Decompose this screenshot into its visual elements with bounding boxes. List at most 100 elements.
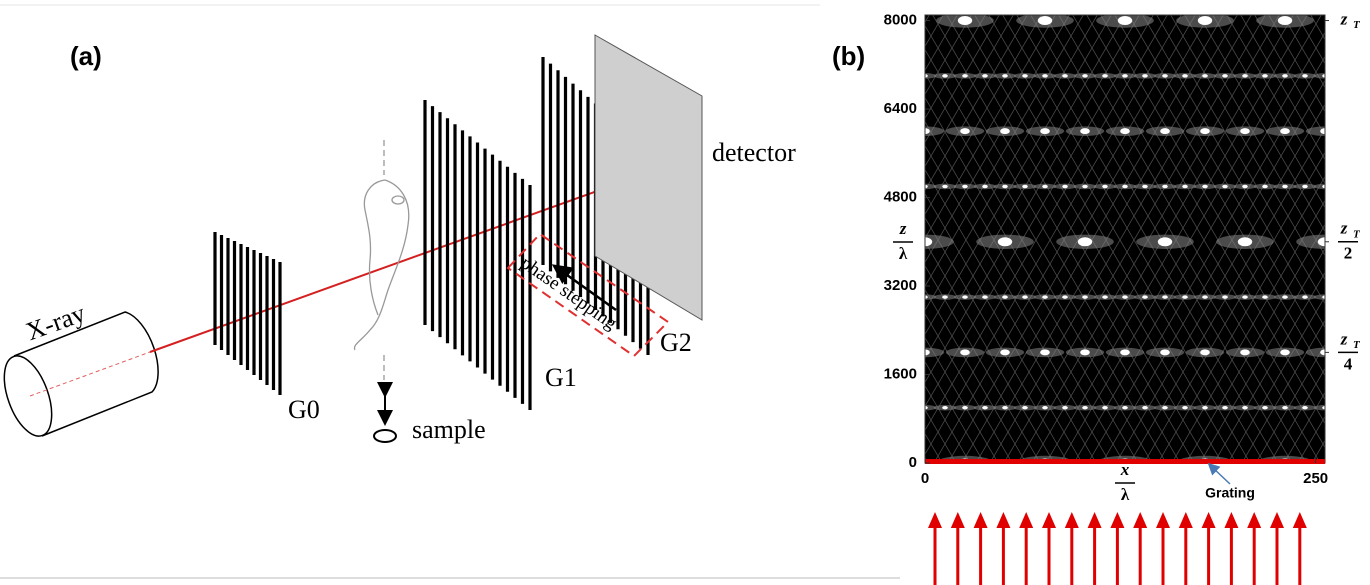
carpet-spot xyxy=(982,184,988,189)
carpet-spot xyxy=(1320,349,1325,356)
rotation-icon xyxy=(373,429,397,443)
carpet-spot xyxy=(1022,405,1028,410)
carpet-spot xyxy=(1182,184,1188,189)
carpet-halo xyxy=(925,183,937,190)
carpet-spot xyxy=(1162,184,1168,189)
x-tick-label: 250 xyxy=(1303,470,1328,487)
carpet-spot xyxy=(1282,405,1288,410)
carpet-spot xyxy=(1122,295,1128,299)
grating-label: G1 xyxy=(545,363,577,392)
carpet-spot xyxy=(962,405,968,410)
carpet-spot xyxy=(1262,184,1268,189)
carpet-spot xyxy=(1360,349,1370,355)
carpet-spot xyxy=(1142,295,1148,299)
incident-head xyxy=(1064,512,1079,528)
y-tick-label: 0 xyxy=(909,454,917,471)
sample-mouse xyxy=(353,140,410,380)
carpet-spot xyxy=(1120,128,1130,135)
carpet-spot xyxy=(1222,295,1228,299)
fraction-den: λ xyxy=(1121,485,1130,504)
beam xyxy=(149,171,651,353)
fraction-num: z xyxy=(1340,219,1348,238)
sample-label: sample xyxy=(412,415,486,444)
carpet-spot xyxy=(1282,295,1288,299)
incident-head xyxy=(1247,512,1262,528)
carpet-spot xyxy=(1022,295,1028,299)
carpet-spot xyxy=(960,128,970,135)
carpet-spot xyxy=(1242,295,1248,299)
carpet-spot xyxy=(1062,405,1068,410)
carpet-spot xyxy=(1358,459,1370,468)
carpet-spot xyxy=(1202,184,1208,189)
carpet-spot xyxy=(962,295,968,299)
carpet-spot xyxy=(960,349,970,356)
carpet-spot xyxy=(1277,16,1293,26)
carpet-spot xyxy=(1322,295,1325,299)
phase-arrow xyxy=(551,264,617,312)
carpet-spot xyxy=(942,74,948,78)
carpet-spot xyxy=(1280,349,1290,356)
carpet-spot xyxy=(1082,295,1088,299)
carpet-spot xyxy=(1042,184,1048,189)
carpet-spot xyxy=(1302,184,1308,189)
carpet-halo xyxy=(1305,347,1325,358)
y-tick-label: 4800 xyxy=(884,188,917,205)
panel-label: (a) xyxy=(70,41,102,71)
carpet-spot xyxy=(1082,74,1088,78)
incident-head xyxy=(1019,512,1034,528)
carpet-spot xyxy=(997,237,1013,247)
phase-label: phase stepping xyxy=(517,252,622,334)
carpet-spot xyxy=(1197,16,1213,26)
carpet-spot xyxy=(1142,184,1148,189)
carpet-halo xyxy=(925,234,954,249)
y-tick-label: 6400 xyxy=(884,100,917,117)
incident-head xyxy=(1110,512,1125,528)
incident-head xyxy=(1156,512,1170,528)
carpet-spot xyxy=(1117,16,1133,26)
carpet-spot xyxy=(925,237,933,247)
fraction-sub: T xyxy=(1353,228,1361,240)
carpet-spot xyxy=(1120,349,1130,356)
incident-head xyxy=(928,512,942,528)
carpet-spot xyxy=(942,295,948,299)
carpet-spot xyxy=(925,405,928,410)
carpet-spot xyxy=(982,74,988,78)
carpet-halo xyxy=(1313,404,1325,411)
carpet-spot xyxy=(1080,128,1090,135)
carpet-spot xyxy=(1162,74,1168,78)
carpet-spot xyxy=(925,295,928,299)
carpet-spot xyxy=(1302,405,1308,410)
carpet-spot xyxy=(1237,237,1253,247)
incident-head xyxy=(1087,512,1102,528)
carpet-spot xyxy=(1157,237,1173,247)
carpet-spot xyxy=(1042,74,1048,78)
y-tick-label: 3200 xyxy=(884,277,917,294)
incident-head xyxy=(950,512,965,528)
grating-label: G0 xyxy=(288,395,320,424)
carpet-spot xyxy=(1142,405,1148,410)
carpet-spot xyxy=(1280,128,1290,135)
grating-label: G2 xyxy=(660,328,692,357)
fraction-num: z xyxy=(1340,329,1348,348)
incident-head xyxy=(1201,512,1216,528)
fraction-num: z xyxy=(1340,9,1348,28)
carpet-spot xyxy=(1002,74,1008,78)
carpet-spot xyxy=(1040,128,1050,135)
incident-head xyxy=(1292,512,1307,528)
carpet-halo xyxy=(1346,126,1370,136)
carpet-spot xyxy=(1262,74,1268,78)
fraction-sub: T xyxy=(1353,19,1361,31)
detector-label: detector xyxy=(712,138,796,167)
carpet-halo xyxy=(925,294,937,300)
carpet-spot xyxy=(925,128,930,135)
carpet-spot xyxy=(1160,349,1170,356)
carpet-spot xyxy=(1042,295,1048,299)
carpet-halo xyxy=(925,73,937,79)
carpet-spot xyxy=(942,405,948,410)
carpet-spot xyxy=(942,184,948,189)
incident-head xyxy=(1042,512,1056,528)
incident-head xyxy=(1224,512,1239,528)
carpet-halo xyxy=(1313,294,1325,300)
carpet-spot xyxy=(1102,295,1108,299)
fraction-num: z xyxy=(899,219,907,238)
